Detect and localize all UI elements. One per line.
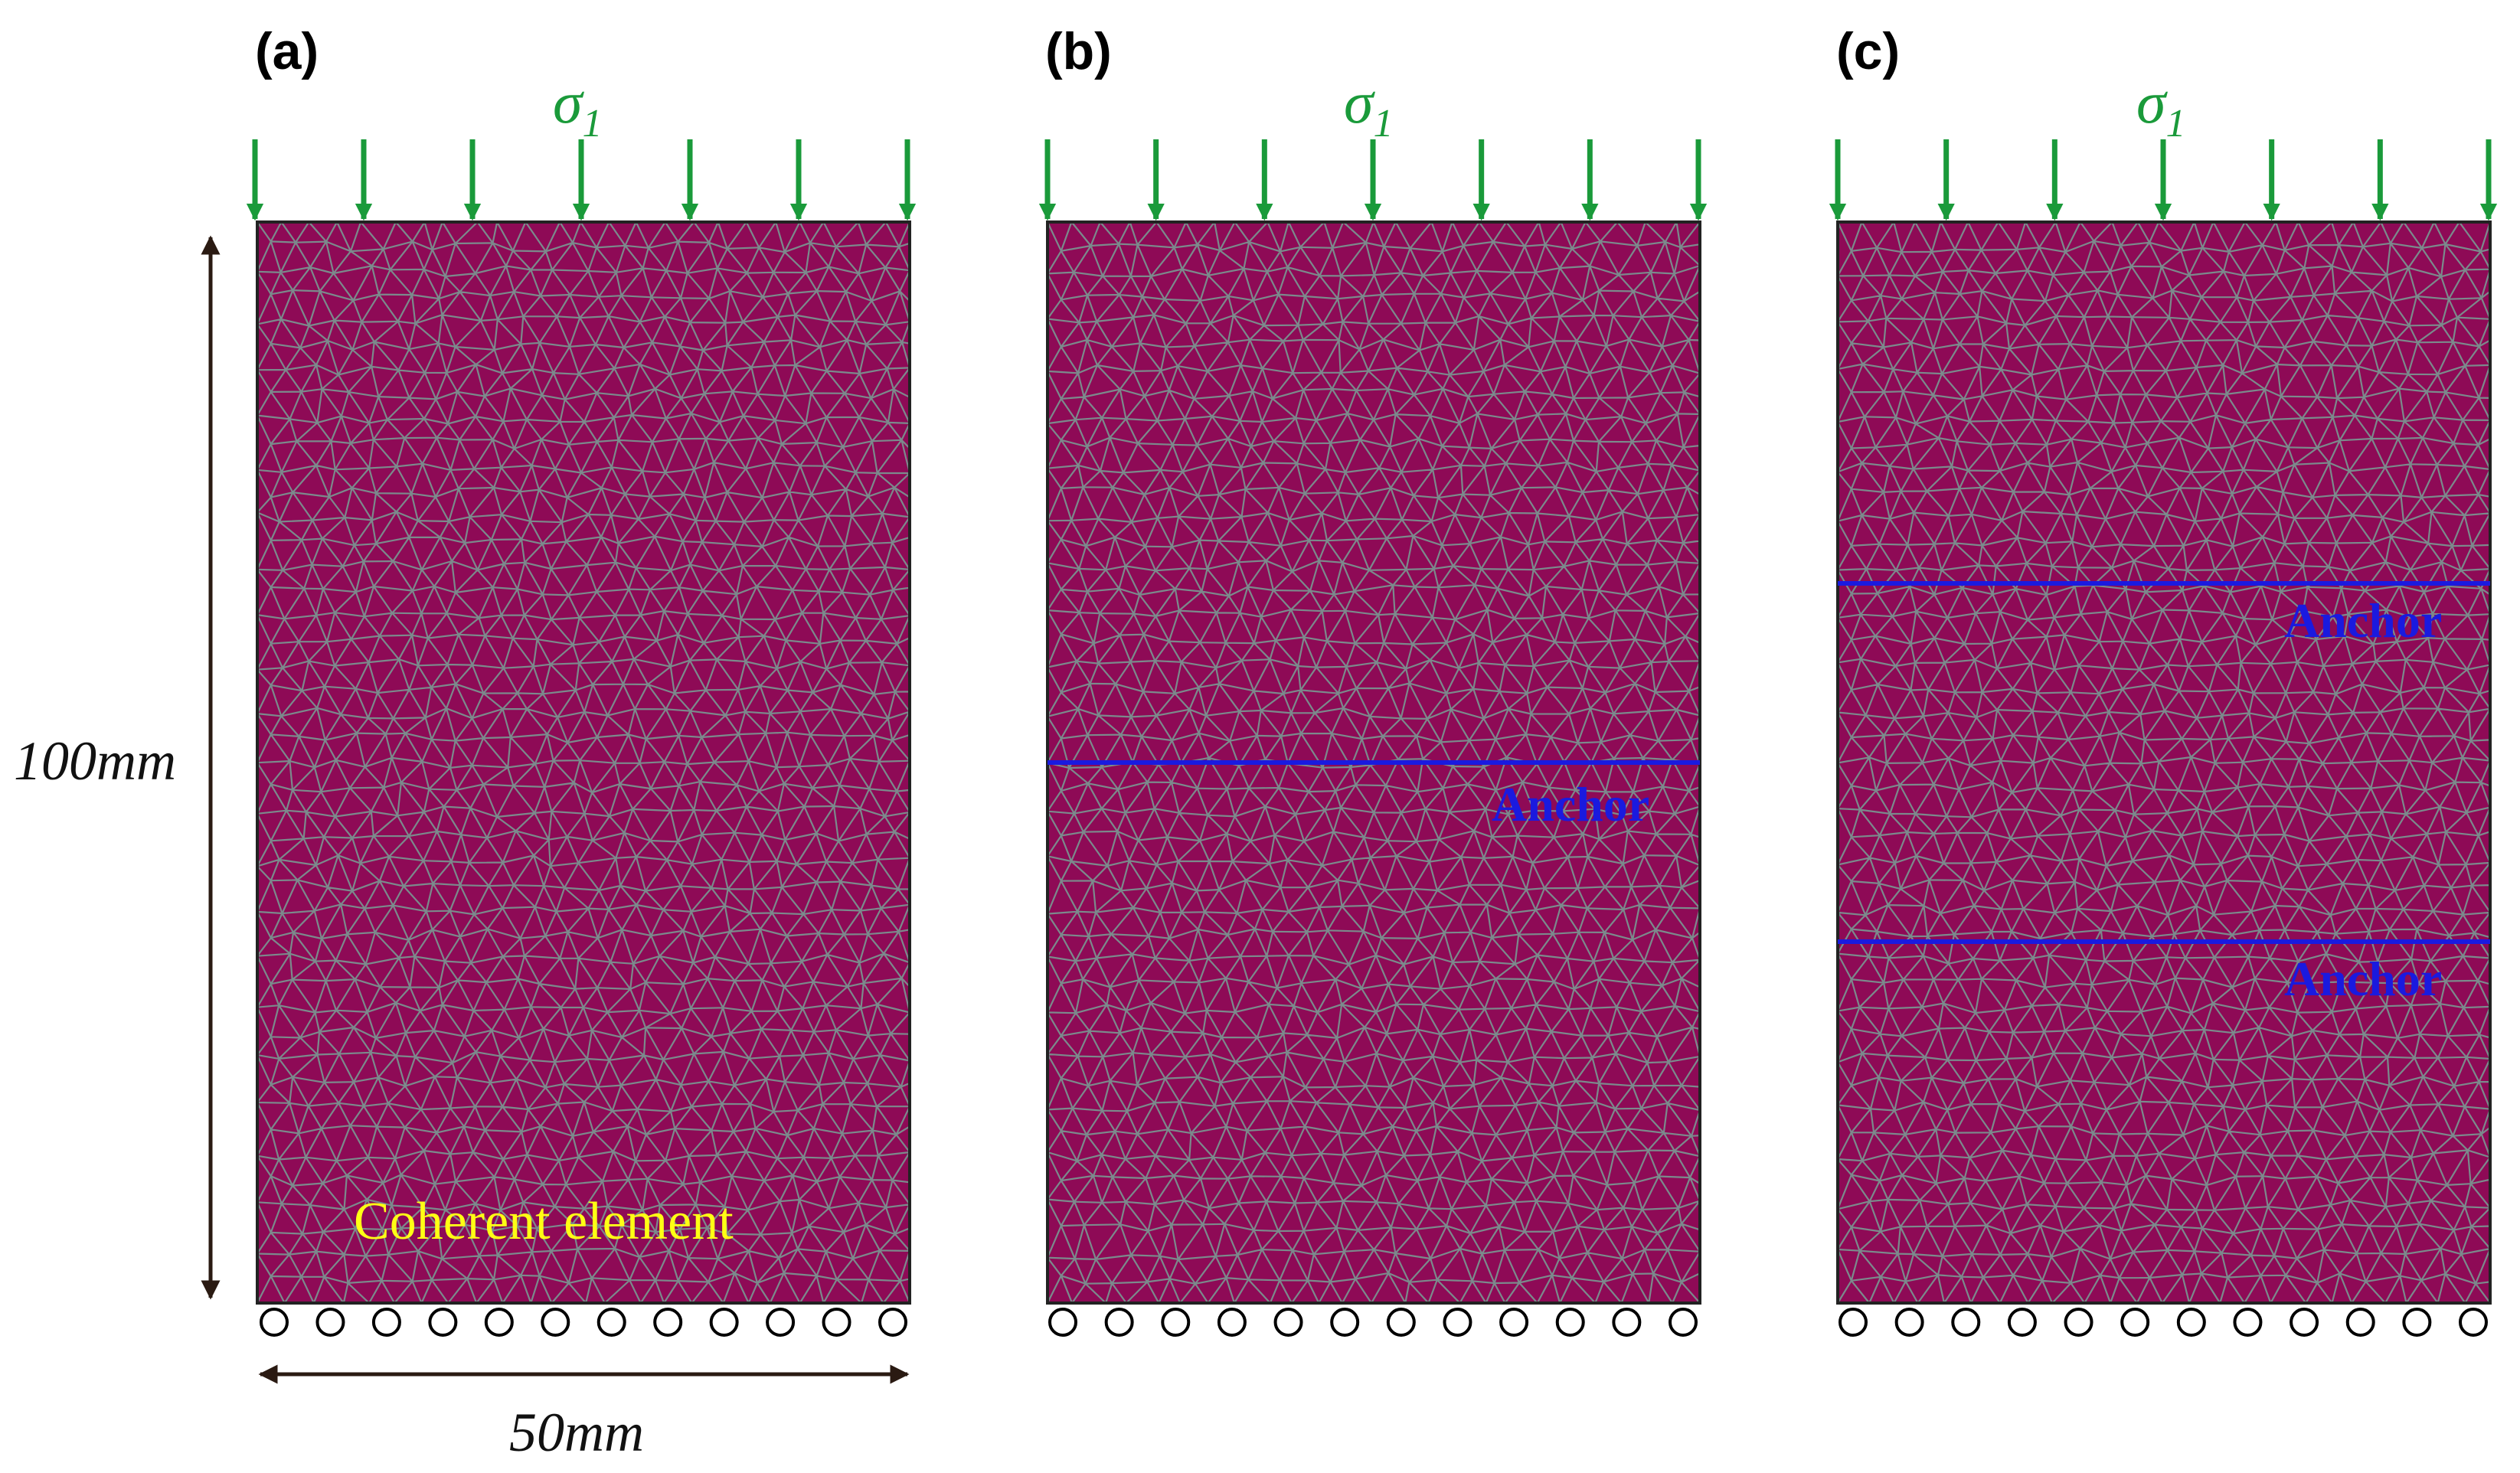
load-symbol: σ	[553, 69, 584, 136]
roller-support-icon	[1499, 1308, 1529, 1337]
roller-support-icon	[709, 1308, 739, 1337]
roller-support-icon	[260, 1308, 289, 1337]
roller-support-icon	[2120, 1308, 2150, 1337]
roller-support-icon	[1104, 1308, 1134, 1337]
roller-support-icon	[1443, 1308, 1472, 1337]
panel-a: (a) σ1 Coherent element 100mm 50mm	[14, 22, 917, 1463]
load-symbol: σ	[1344, 69, 1375, 136]
height-label: 100mm	[14, 730, 176, 792]
roller-support-icon	[596, 1308, 626, 1337]
roller-support-icon	[2459, 1308, 2488, 1337]
roller-support-icon	[541, 1308, 570, 1337]
roller-support-icon	[1217, 1308, 1247, 1337]
roller-support-icon	[2345, 1308, 2375, 1337]
roller-support-icon	[766, 1308, 796, 1337]
load-label: σ1	[553, 69, 602, 145]
anchor-label-lower: Anchor	[2284, 952, 2442, 1006]
anchor-label-upper: Anchor	[2284, 593, 2442, 648]
load-subscript: 1	[1373, 102, 1393, 145]
roller-support-icon	[484, 1308, 514, 1337]
roller-support-icon	[1894, 1308, 1924, 1337]
roller-support-icon	[1839, 1308, 1868, 1337]
roller-supports	[1839, 1308, 2488, 1337]
roller-support-icon	[822, 1308, 851, 1337]
roller-support-icon	[2064, 1308, 2093, 1337]
element-note: Coherent element	[354, 1192, 734, 1251]
roller-support-icon	[428, 1308, 458, 1337]
load-arrows	[1038, 139, 1708, 221]
load-label: σ1	[2136, 69, 2185, 145]
roller-support-icon	[1612, 1308, 1642, 1337]
roller-support-icon	[1048, 1308, 1077, 1337]
roller-supports	[260, 1308, 907, 1337]
roller-support-icon	[1555, 1308, 1585, 1337]
roller-support-icon	[2402, 1308, 2432, 1337]
load-subscript: 1	[2165, 102, 2185, 145]
specimen-body	[1836, 220, 2492, 1305]
roller-support-icon	[1386, 1308, 1416, 1337]
roller-support-icon	[878, 1308, 907, 1337]
anchor-label: Anchor	[1492, 777, 1649, 831]
roller-support-icon	[1669, 1308, 1698, 1337]
panel-label: (c)	[1836, 22, 1900, 80]
roller-support-icon	[1161, 1308, 1191, 1337]
load-label: σ1	[1344, 69, 1393, 145]
load-subscript: 1	[582, 102, 602, 145]
width-label: 50mm	[509, 1402, 644, 1463]
roller-support-icon	[2176, 1308, 2206, 1337]
roller-support-icon	[2233, 1308, 2263, 1337]
specimen	[256, 220, 911, 1305]
load-arrows	[1829, 139, 2498, 221]
panel-c: (c) σ1 Anchor Anchor	[1829, 22, 2498, 1337]
panel-label: (b)	[1045, 22, 1112, 80]
roller-support-icon	[315, 1308, 345, 1337]
roller-support-icon	[1273, 1308, 1303, 1337]
roller-supports	[1048, 1308, 1698, 1337]
load-symbol: σ	[2136, 69, 2168, 136]
roller-support-icon	[1330, 1308, 1360, 1337]
specimen	[1836, 220, 2492, 1305]
roller-support-icon	[1951, 1308, 1981, 1337]
panel-b: (b) σ1 Anchor	[1038, 22, 1708, 1337]
roller-support-icon	[2007, 1308, 2037, 1337]
roller-support-icon	[653, 1308, 683, 1337]
roller-support-icon	[371, 1308, 401, 1337]
roller-support-icon	[2290, 1308, 2319, 1337]
load-arrows	[246, 139, 917, 221]
panel-label: (a)	[255, 22, 319, 80]
